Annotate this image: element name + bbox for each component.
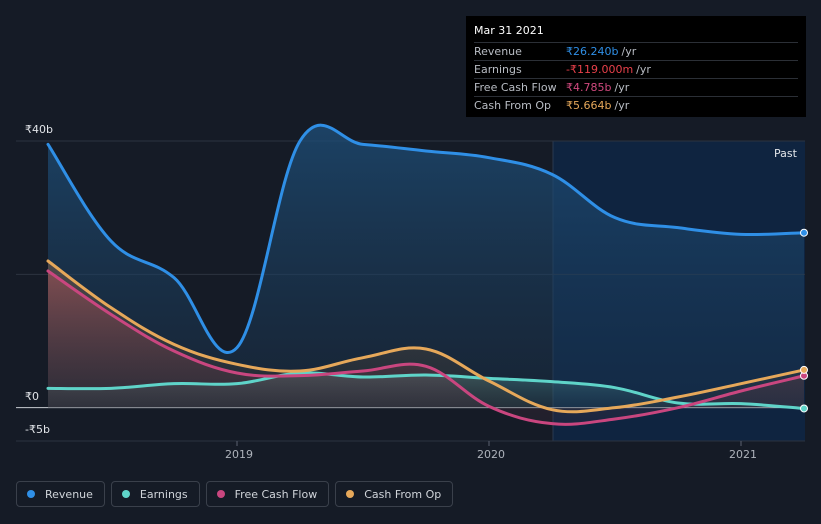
tooltip-date: Mar 31 2021 <box>474 24 544 37</box>
endpoint-cash-from-op <box>800 365 808 374</box>
x-tick-label-2021: 2021 <box>729 448 757 461</box>
area-revenue <box>48 125 804 408</box>
line-earnings <box>46 371 806 410</box>
legend-item-revenue[interactable]: Revenue <box>16 481 105 507</box>
series-endpoints <box>800 228 808 413</box>
x-tick-label-2019: 2019 <box>225 448 253 461</box>
tooltip-unit: /yr <box>614 81 630 94</box>
legend-item-earnings[interactable]: Earnings <box>110 481 200 507</box>
tooltip-label: Cash From Op <box>474 99 552 112</box>
x-tick-label-2020: 2020 <box>477 448 505 461</box>
legend: Revenue Earnings Free Cash Flow Cash Fro… <box>16 481 454 507</box>
legend-dot-icon <box>346 490 355 498</box>
legend-dot-icon <box>27 490 35 498</box>
tooltip-row-revenue: Revenue ₹26.240b /yr <box>474 42 798 60</box>
y-tick-label-top: ₹40b <box>25 123 53 136</box>
line-revenue <box>46 123 806 354</box>
series-lines <box>46 123 806 426</box>
past-label: Past <box>774 147 797 160</box>
tooltip-row-free-cash-flow: Free Cash Flow ₹4.785b /yr <box>474 78 798 96</box>
tooltip-row-cash-from-op: Cash From Op ₹5.664b /yr <box>474 96 798 114</box>
tooltip-value: ₹5.664b <box>566 99 612 112</box>
legend-dot-icon <box>216 490 225 498</box>
legend-label: Cash From Op <box>364 487 442 501</box>
tooltip-unit: /yr <box>614 99 630 112</box>
tooltip-label: Revenue <box>474 45 522 58</box>
tooltip: Mar 31 2021 Revenue ₹26.240b /yr Earning… <box>466 16 806 117</box>
endpoint-revenue <box>800 228 808 237</box>
line-cash-from-op <box>46 259 806 414</box>
y-tick-label-zero: ₹0 <box>25 390 39 403</box>
tooltip-value: -₹119.000m <box>566 63 634 76</box>
legend-item-free-cash-flow[interactable]: Free Cash Flow <box>205 481 330 507</box>
tooltip-value: ₹4.785b <box>566 81 612 94</box>
legend-dot-icon <box>121 490 130 498</box>
legend-item-cash-from-op[interactable]: Cash From Op <box>335 481 454 507</box>
endpoint-earnings <box>800 404 808 413</box>
line-free-cash-flow <box>46 269 806 426</box>
tooltip-value: ₹26.240b <box>566 45 619 58</box>
y-tick-label-bottom: -₹5b <box>25 423 50 436</box>
tooltip-label: Free Cash Flow <box>474 81 557 94</box>
legend-label: Revenue <box>45 487 93 501</box>
tooltip-row-earnings: Earnings -₹119.000m /yr <box>474 60 798 78</box>
legend-label: Free Cash Flow <box>234 487 318 501</box>
legend-label: Earnings <box>139 487 188 501</box>
tooltip-label: Earnings <box>474 63 522 76</box>
tooltip-unit: /yr <box>636 63 651 76</box>
tooltip-unit: /yr <box>621 45 637 58</box>
